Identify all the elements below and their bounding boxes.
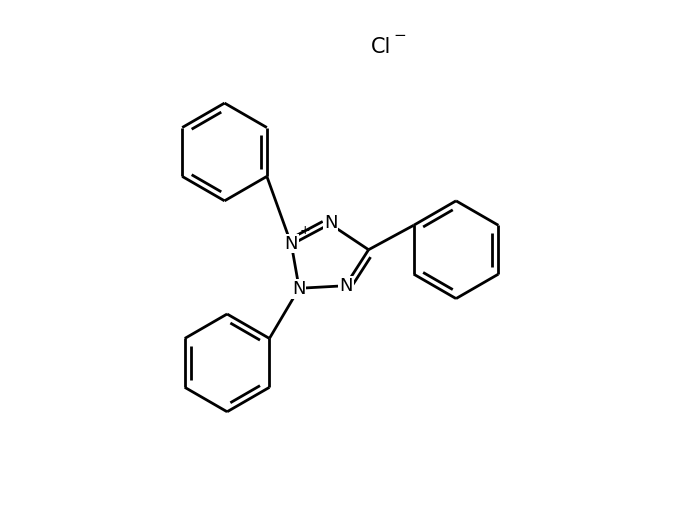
Text: Cl: Cl bbox=[371, 36, 392, 57]
Text: +: + bbox=[300, 224, 310, 237]
Text: N: N bbox=[292, 280, 306, 298]
Text: N: N bbox=[324, 214, 338, 232]
Text: N: N bbox=[339, 277, 353, 295]
Text: N: N bbox=[285, 235, 298, 253]
Text: −: − bbox=[393, 28, 406, 43]
